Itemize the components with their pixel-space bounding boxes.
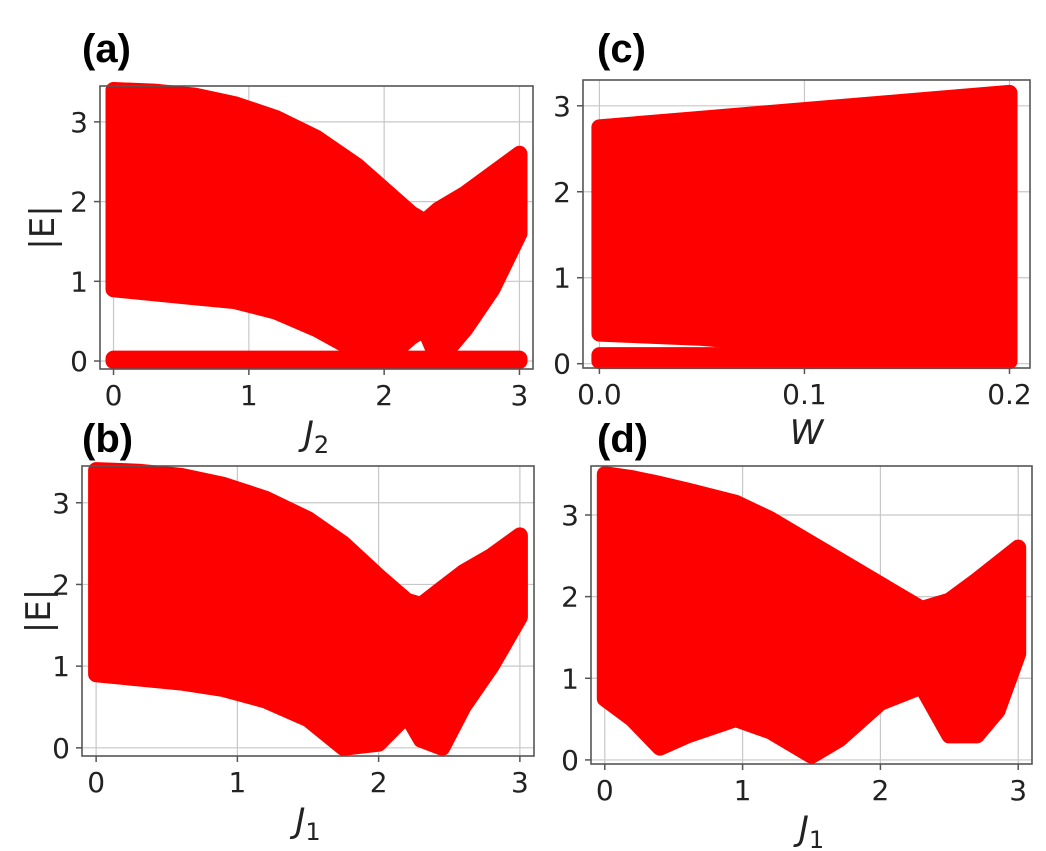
x-tick-label: 0.1 — [782, 378, 827, 411]
y-tick-label: 0 — [52, 732, 70, 765]
x-axis-label: J1 — [289, 801, 320, 846]
y-tick-label: 3 — [561, 499, 579, 532]
x-tick-label: 2 — [871, 774, 889, 807]
energy-band-0 — [596, 466, 1027, 764]
panel-c: 0.0 0.1 0.2 0 1 2 3 W (c) — [553, 27, 1032, 453]
x-tick-label: 3 — [511, 766, 529, 799]
y-tick-label: 1 — [70, 265, 88, 298]
energy-band-1 — [105, 350, 528, 369]
y-axis-label: |E| — [23, 205, 63, 249]
x-axis-variable: J — [289, 801, 305, 841]
y-tick-label: 2 — [70, 186, 88, 219]
energy-band-1 — [591, 347, 1018, 370]
x-axis-subscript: 2 — [314, 431, 329, 459]
y-tick-label: 0 — [70, 345, 88, 378]
x-tick-label: 0 — [596, 774, 614, 807]
x-axis-label: W — [790, 413, 825, 453]
axes-frame — [582, 79, 1031, 369]
x-axis-subscript: 1 — [809, 826, 824, 851]
y-tick-label: 0 — [553, 348, 571, 381]
y-tick-label: 1 — [52, 650, 70, 683]
energy-band-0 — [591, 84, 1018, 370]
y-tick-label: 1 — [553, 262, 571, 295]
x-tick-label: 1 — [228, 766, 246, 799]
x-tick-label: 0.2 — [987, 378, 1032, 411]
panel-label: (d) — [597, 417, 648, 461]
x-axis-variable: J — [298, 414, 314, 454]
x-tick-label: 0 — [105, 379, 123, 412]
y-tick-label: 3 — [553, 90, 571, 123]
x-tick-label: 3 — [511, 379, 529, 412]
y-tick-label: 3 — [52, 487, 70, 520]
x-tick-label: 2 — [375, 379, 393, 412]
y-tick-label: 2 — [52, 568, 70, 601]
y-tick-label: 0 — [561, 744, 579, 777]
x-tick-label: 3 — [1009, 774, 1027, 807]
y-tick-label: 3 — [70, 106, 88, 139]
y-tick-label: 1 — [561, 662, 579, 695]
x-axis-subscript: 1 — [305, 818, 320, 846]
x-tick-label: 0 — [87, 766, 105, 799]
y-axis-label: |E| — [19, 589, 59, 633]
panel-label: (b) — [82, 417, 133, 461]
x-axis-label: J1 — [793, 809, 824, 851]
energy-band-0 — [88, 462, 528, 756]
axes-frame — [590, 465, 1033, 765]
x-axis-variable: W — [790, 413, 825, 453]
panel-label: (a) — [82, 27, 131, 71]
panel-label: (c) — [597, 27, 646, 71]
x-tick-label: 1 — [240, 379, 258, 412]
x-tick-label: 0.0 — [577, 378, 622, 411]
x-tick-label: 1 — [734, 774, 752, 807]
x-axis-label: J2 — [298, 414, 329, 459]
x-tick-label: 2 — [370, 766, 388, 799]
axes-frame — [81, 465, 535, 757]
energy-band-0 — [105, 82, 528, 369]
y-tick-label: 2 — [561, 581, 579, 614]
x-axis-variable: J — [793, 809, 809, 849]
axes-frame — [99, 85, 534, 370]
y-tick-label: 2 — [553, 176, 571, 209]
